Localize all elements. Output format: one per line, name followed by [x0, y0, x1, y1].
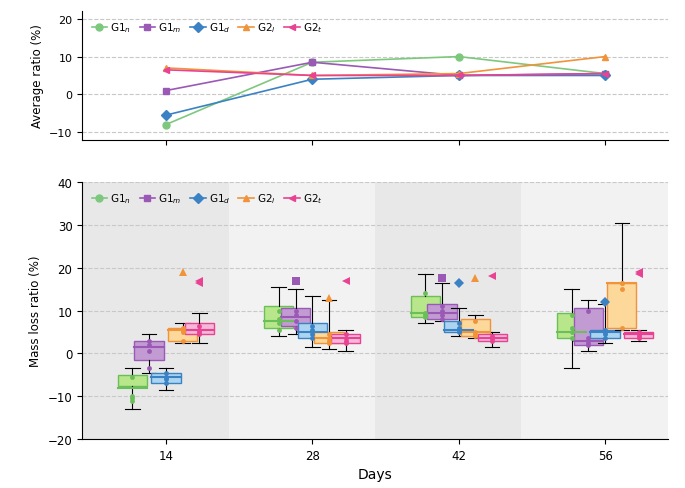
- Bar: [557, 313, 586, 339]
- Legend: G1$_n$, G1$_m$, G1$_d$, G2$_l$, G2$_t$: G1$_n$, G1$_m$, G1$_d$, G2$_l$, G2$_t$: [88, 188, 327, 210]
- Bar: [461, 320, 490, 337]
- Bar: [427, 305, 457, 320]
- Bar: [331, 334, 360, 343]
- Bar: [521, 183, 668, 439]
- Bar: [624, 332, 653, 339]
- Bar: [590, 330, 620, 339]
- Legend: G1$_n$, G1$_m$, G1$_d$, G2$_l$, G2$_t$: G1$_n$, G1$_m$, G1$_d$, G2$_l$, G2$_t$: [88, 18, 327, 40]
- Y-axis label: Average ratio (%): Average ratio (%): [31, 24, 44, 128]
- Bar: [298, 324, 327, 339]
- Bar: [314, 332, 344, 343]
- Bar: [118, 375, 147, 386]
- Y-axis label: Mass loss ratio (%): Mass loss ratio (%): [29, 255, 42, 366]
- Bar: [410, 296, 440, 317]
- Bar: [229, 183, 375, 439]
- Bar: [264, 306, 293, 328]
- Bar: [151, 373, 181, 384]
- Bar: [134, 341, 164, 360]
- Bar: [168, 328, 197, 341]
- Bar: [375, 183, 521, 439]
- Bar: [607, 283, 636, 328]
- Bar: [82, 183, 229, 439]
- Bar: [477, 334, 507, 341]
- Bar: [444, 322, 473, 332]
- Bar: [574, 309, 603, 345]
- X-axis label: Days: Days: [358, 468, 393, 481]
- Bar: [185, 324, 214, 334]
- Bar: [281, 309, 310, 326]
